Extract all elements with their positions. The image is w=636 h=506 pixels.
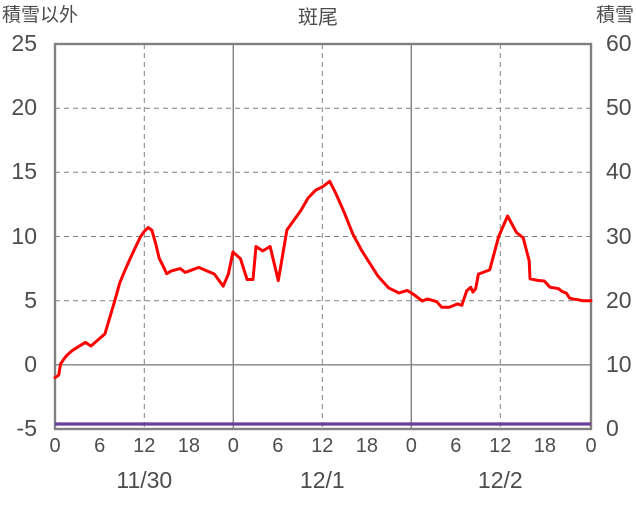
svg-text:積雪以外: 積雪以外	[2, 4, 78, 26]
svg-text:60: 60	[606, 30, 632, 56]
svg-text:40: 40	[606, 158, 632, 184]
svg-text:20: 20	[606, 287, 632, 313]
svg-text:12: 12	[133, 435, 155, 457]
svg-text:0: 0	[406, 435, 417, 457]
svg-text:積雪: 積雪	[596, 4, 634, 26]
svg-text:0: 0	[228, 435, 239, 457]
svg-text:30: 30	[606, 223, 632, 249]
svg-text:斑尾: 斑尾	[298, 6, 338, 29]
svg-text:18: 18	[534, 435, 556, 457]
svg-text:12/2: 12/2	[478, 467, 523, 493]
svg-text:10: 10	[11, 223, 37, 249]
svg-text:-5: -5	[17, 415, 37, 441]
svg-text:10: 10	[606, 351, 632, 377]
svg-text:6: 6	[94, 435, 105, 457]
svg-text:18: 18	[356, 435, 378, 457]
svg-text:18: 18	[178, 435, 200, 457]
svg-text:0: 0	[606, 415, 619, 441]
svg-text:0: 0	[24, 351, 37, 377]
svg-text:0: 0	[49, 435, 60, 457]
svg-text:15: 15	[11, 158, 37, 184]
svg-text:25: 25	[11, 30, 37, 56]
svg-text:11/30: 11/30	[116, 467, 172, 493]
svg-text:12/1: 12/1	[300, 467, 345, 493]
svg-text:5: 5	[24, 287, 37, 313]
svg-text:12: 12	[489, 435, 511, 457]
svg-text:6: 6	[450, 435, 461, 457]
svg-text:12: 12	[311, 435, 333, 457]
svg-text:6: 6	[272, 435, 283, 457]
svg-text:50: 50	[606, 94, 632, 120]
svg-text:0: 0	[585, 435, 596, 457]
svg-text:20: 20	[11, 94, 37, 120]
